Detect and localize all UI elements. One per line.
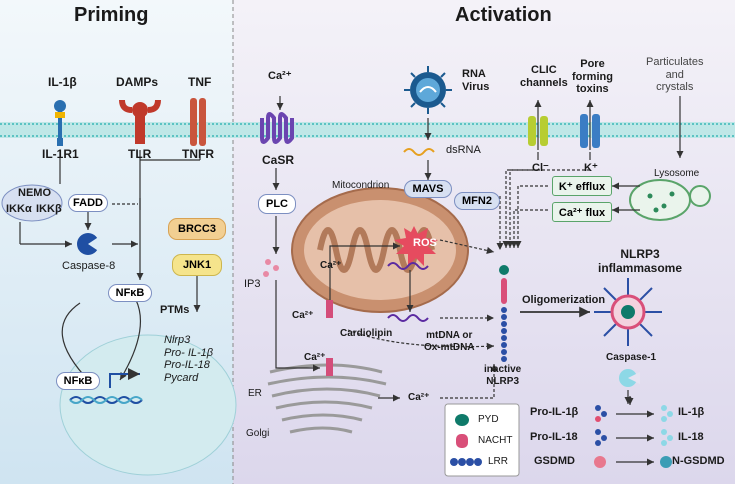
receptor-tnfr: TNFR [182, 147, 214, 161]
caspase1-label: Caspase-1 [606, 352, 657, 363]
clic-label: CLIC channels [520, 64, 568, 89]
mfn2-box: MFN2 [454, 192, 500, 210]
product-to-il1b: IL-1β [678, 406, 705, 418]
nucleus [59, 334, 237, 476]
ca-mito-label: Ca²⁺ [320, 260, 342, 271]
particulates-label: Particulates and crystals [646, 56, 704, 94]
activation-title: Activation [455, 4, 552, 26]
tlr-receptor [119, 99, 161, 144]
dna-nucleus [69, 368, 143, 404]
mitochondrion-shape [291, 187, 469, 313]
ca-golgi-label: Ca²⁺ [408, 392, 430, 403]
mavs-box: MAVS [404, 180, 452, 198]
legend-pyd: PYD [478, 414, 499, 425]
rna-virus-label: RNA Virus [462, 68, 490, 93]
tnfr-receptor [190, 98, 206, 146]
legend-nacht: NACHT [478, 435, 513, 446]
gene-pycard: Pycard [164, 371, 199, 384]
inflammasome-label: NLRP3 inflammasome [598, 247, 683, 275]
product-from-il1b: Pro-IL-1β [530, 406, 579, 418]
mtdna-label: mtDNA or Ox-mtDNA [424, 330, 475, 353]
ros-label: ROS [413, 237, 437, 249]
casr-receptor [260, 112, 294, 144]
ligand-tnf: TNF [188, 75, 212, 89]
lrr-swatch [450, 458, 482, 466]
mtdna-mito [387, 262, 429, 270]
inactive-nlrp3-shape [499, 265, 509, 362]
jnk1-box: JNK1 [172, 254, 222, 276]
caspase1-shape [619, 369, 640, 387]
mito-channel [326, 300, 333, 318]
ip3-molecules [263, 259, 279, 277]
plc-box: PLC [258, 194, 296, 214]
ikka-label: IKKα [6, 203, 32, 215]
product-to-il18: IL-18 [678, 431, 704, 443]
ligand-il1b: IL-1β [48, 75, 77, 89]
cl-label: Cl⁻ [532, 162, 549, 174]
inactive-nlrp3-label: inactive NLRP3 [484, 364, 522, 387]
pore-toxin [580, 114, 600, 148]
lysosome-label: Lysosome [654, 168, 700, 179]
gene-pro-il18: Pro-IL-18 [164, 359, 210, 372]
gene-list: Nlrp3 Pro- IL-1β Pro-IL-18 Pycard [164, 334, 213, 385]
receptor-tlr: TLR [128, 147, 152, 161]
ros-burst [394, 226, 438, 266]
ca-er2-label: Ca²⁺ [304, 352, 326, 363]
mitochondrion-label: Mitocondrion [332, 180, 390, 191]
product-from-il18: Pro-IL-18 [530, 431, 578, 443]
ptms-label: PTMs [160, 304, 190, 316]
gene-pro-il1b: Pro- IL-1β [164, 346, 214, 359]
ip3-label: IP3 [244, 278, 261, 290]
nfkb-box: NFκB [108, 284, 152, 302]
lysosome [629, 179, 711, 221]
cardiolipin-label: Cardiolipin [340, 328, 393, 339]
pyd-swatch [455, 414, 469, 426]
er-channel [326, 358, 333, 376]
fadd-box: FADD [68, 194, 108, 212]
il1r1-receptor [54, 100, 66, 146]
cell-membrane [0, 122, 735, 138]
receptor-il1r1: IL-1R1 [42, 147, 79, 161]
caspase8-label: Caspase-8 [62, 260, 116, 272]
dsrna-strand [403, 148, 435, 156]
nemo-label: NEMO [18, 187, 51, 199]
nemo-ikk-complex [1, 184, 63, 222]
dsrna-label: dsRNA [446, 144, 481, 156]
inflammasome-shape [594, 278, 662, 346]
brcc3-box: BRCC3 [168, 218, 226, 240]
caspase8-shape [77, 233, 100, 255]
ca-er1-label: Ca²⁺ [292, 310, 314, 321]
product-molecules [594, 405, 673, 468]
er-label: ER [248, 388, 262, 399]
golgi-label: Golgi [246, 428, 270, 439]
clic-channel [528, 116, 548, 146]
k-label: K⁺ [584, 162, 598, 174]
ca-top-label: Ca²⁺ [268, 70, 292, 82]
gene-nlrp3: Nlrp3 [164, 334, 191, 346]
nacht-swatch [456, 434, 468, 448]
k-efflux-box: K⁺ efflux [552, 176, 612, 196]
priming-title: Priming [74, 4, 149, 26]
pore-label: Pore forming toxins [572, 58, 613, 96]
oligomerization-label: Oligomerization [522, 294, 606, 306]
ikkb-label: IKKβ [36, 203, 62, 215]
ca-flux-box: Ca²⁺ flux [552, 202, 612, 222]
casr-label: CaSR [262, 153, 295, 167]
legend-lrr: LRR [488, 456, 509, 467]
product-from-gsdmd: GSDMD [534, 455, 575, 467]
mtdna-released [387, 314, 429, 322]
nfkb-nucleus-box: NFκB [56, 372, 100, 390]
product-to-ngsdmd: N-GSDMD [672, 455, 725, 467]
ligand-damps: DAMPs [116, 75, 159, 89]
rna-virus [404, 66, 452, 114]
